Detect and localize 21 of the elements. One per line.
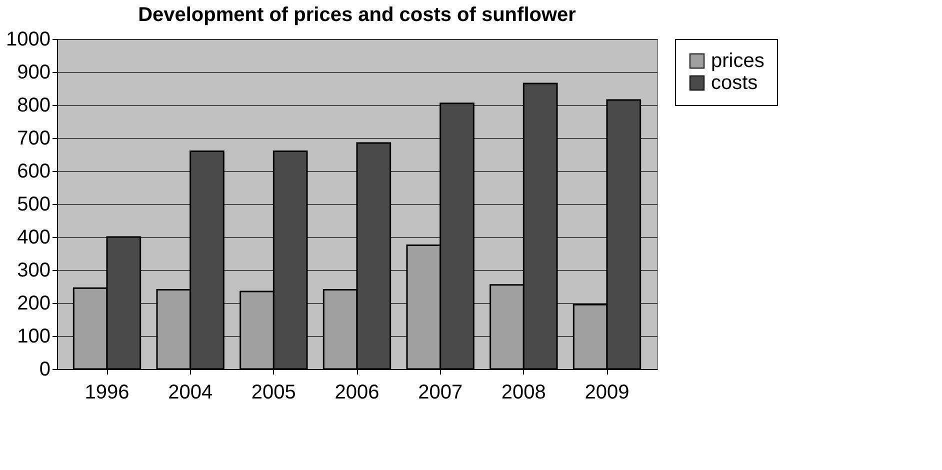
y-tick-label: 700 [17,128,50,150]
x-tick-label: 2009 [584,382,630,404]
legend-label: costs [711,72,758,94]
y-tick-label: 600 [17,160,50,182]
y-tick-label: 0 [39,358,50,380]
x-tick-label: 2006 [334,382,380,404]
x-tick-label: 2004 [168,382,213,404]
y-tick-label: 200 [17,292,50,314]
y-tick-label: 400 [17,226,50,248]
y-tick-label: 1000 [6,28,50,50]
x-tick-label: 2005 [251,382,296,404]
chart-title: Development of prices and costs of sunflower [138,4,576,26]
y-tick-label: 300 [17,260,50,282]
legend-label: prices [711,50,764,72]
y-tick-label: 800 [17,94,50,116]
y-tick-label: 500 [17,194,50,216]
y-tick-label: 900 [17,62,50,84]
x-tick-label: 2007 [418,382,463,404]
x-tick-label: 1996 [84,382,130,404]
x-tick-label: 2008 [501,382,546,404]
y-tick-label: 100 [17,326,50,348]
